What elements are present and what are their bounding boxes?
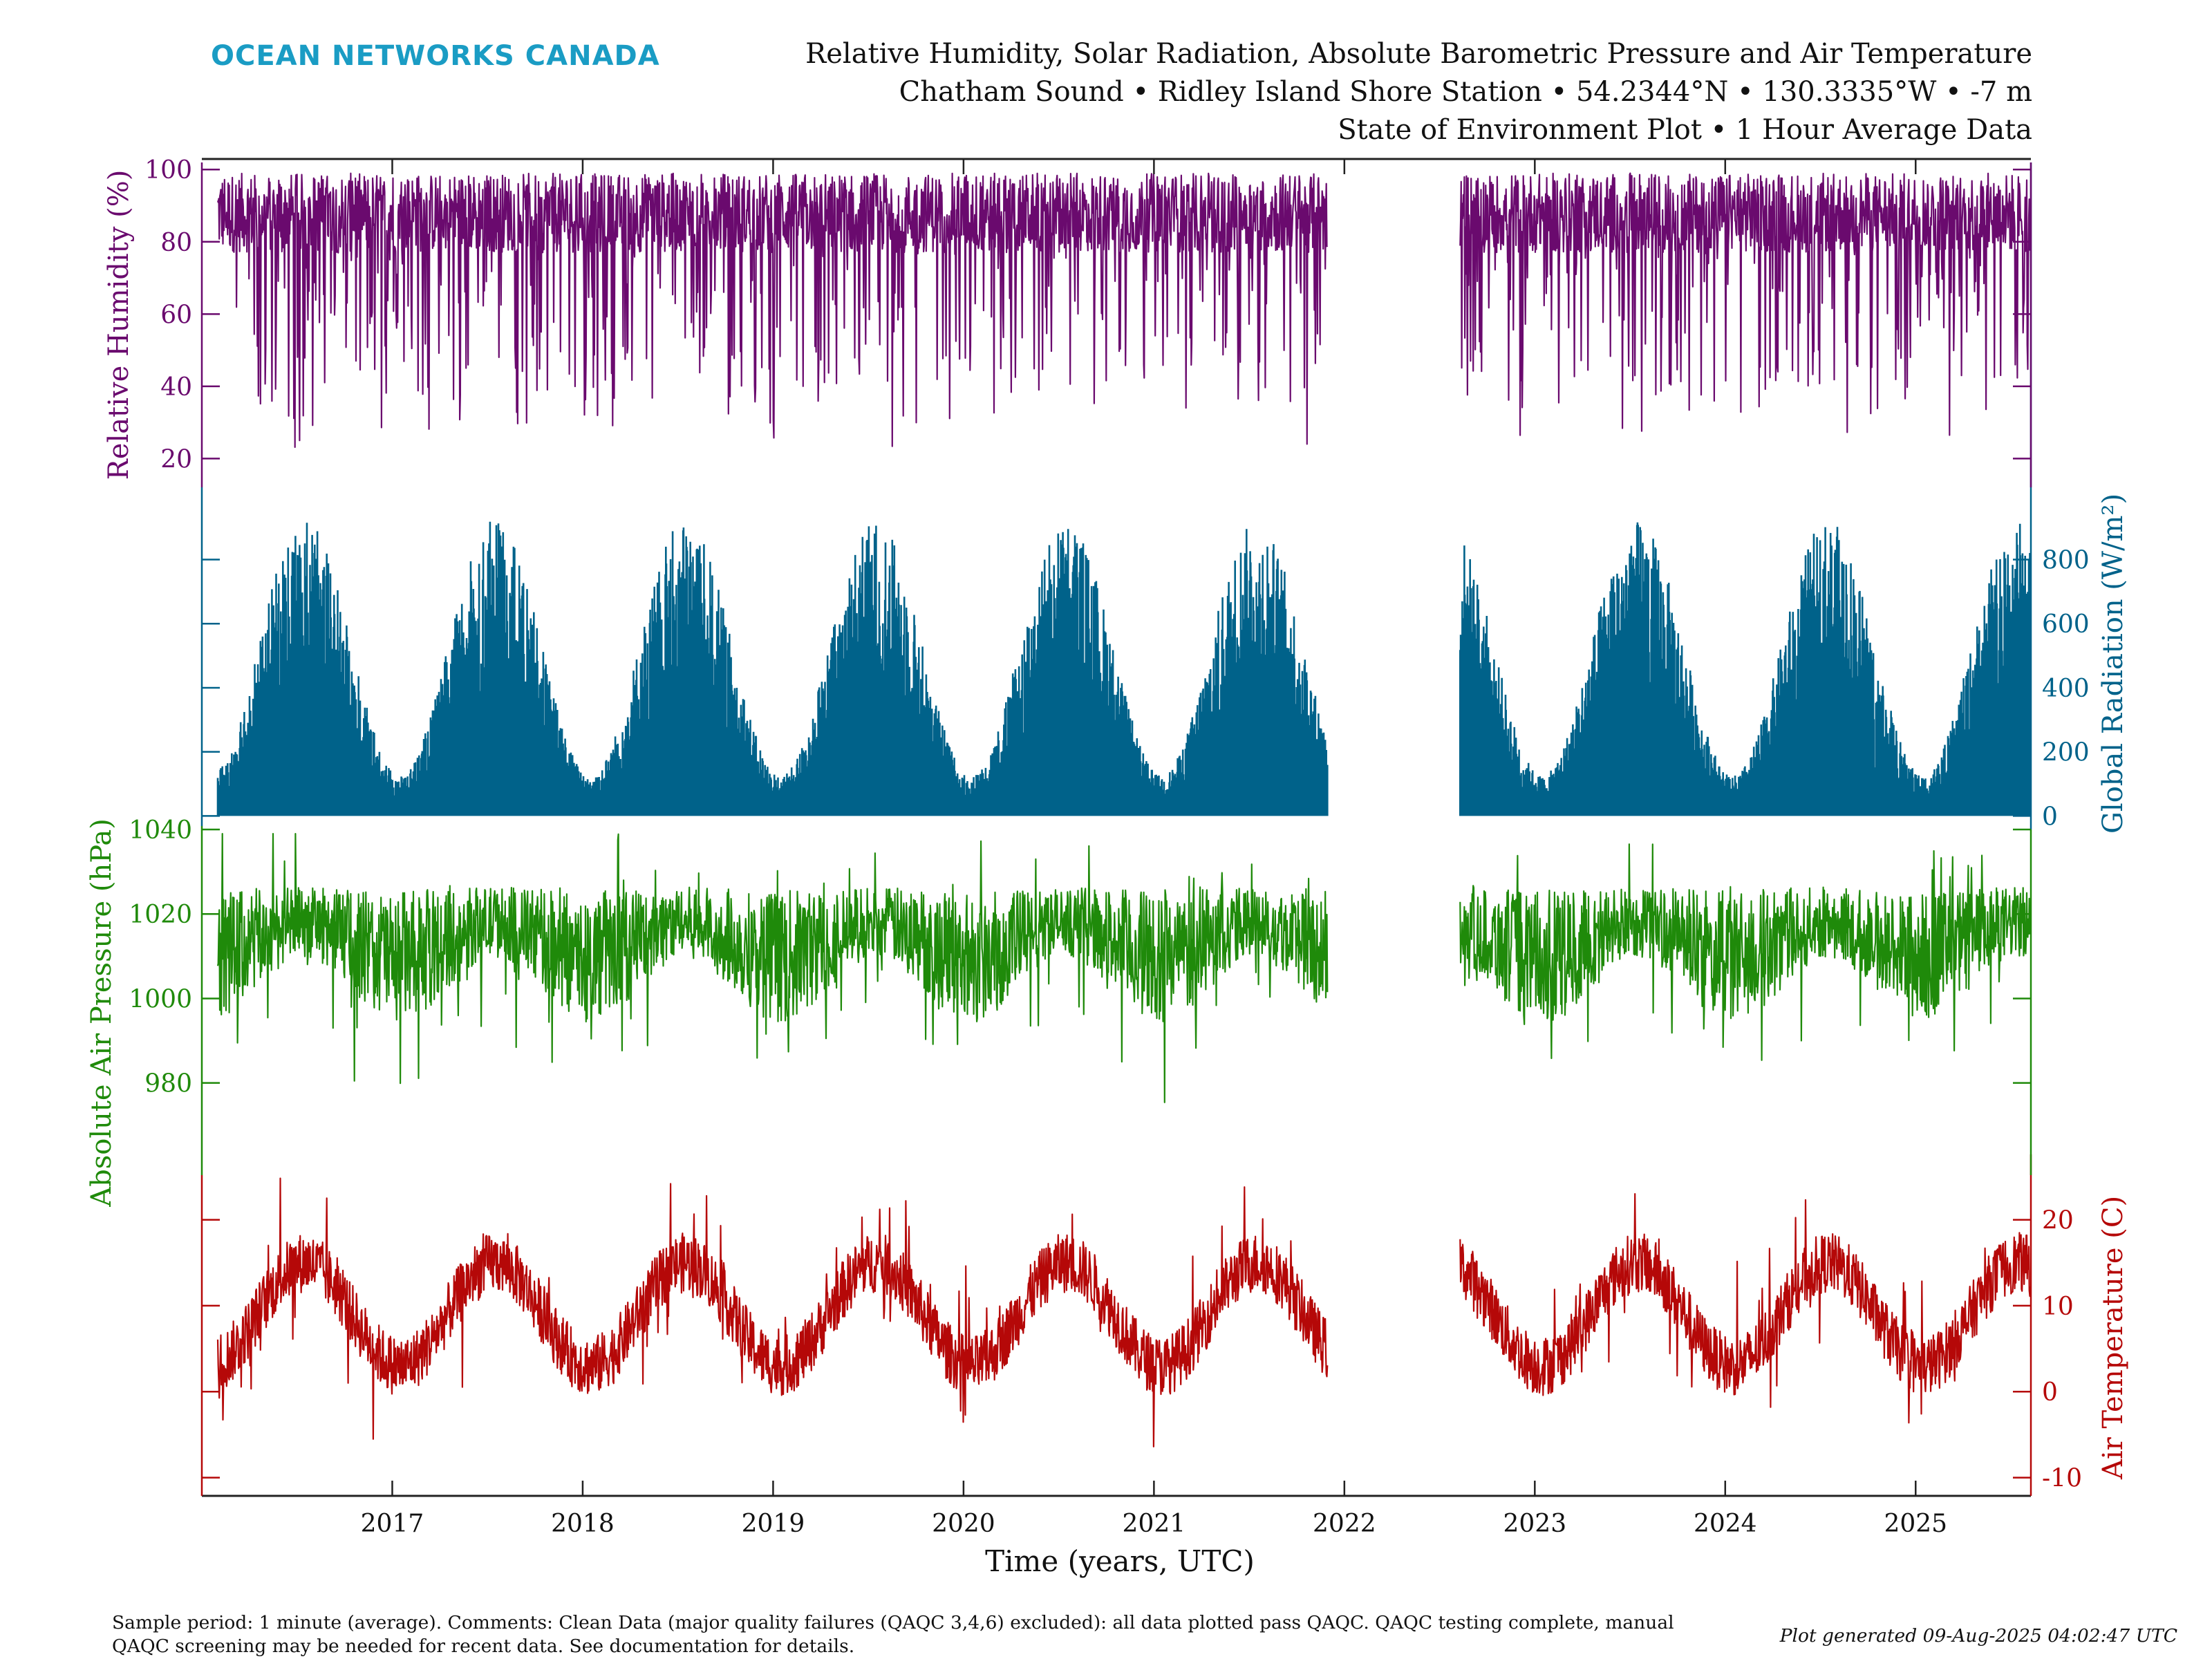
humidity-series: [216, 172, 2032, 449]
pressure-tick-label: 1020: [129, 901, 192, 929]
temperature-axis-label: Air Temperature (C): [2097, 1196, 2129, 1480]
chart-title: Relative Humidity, Solar Radiation, Abso…: [805, 38, 2032, 70]
x-tick-label: 2022: [1313, 1510, 1376, 1538]
humidity-tick-label: 60: [160, 301, 192, 329]
radiation-bars-segment-2: [1459, 522, 2032, 816]
radiation-tick-label: 400: [2042, 675, 2090, 703]
radiation-tick-label: 800: [2042, 547, 2090, 575]
pressure-tick-label: 1000: [129, 985, 192, 1013]
pressure-line-segment-1: [216, 832, 1329, 1103]
x-tick-label: 2021: [1123, 1510, 1186, 1538]
x-tick-label: 2018: [551, 1510, 615, 1538]
radiation-series: [216, 521, 2032, 816]
humidity-tick-label: 80: [160, 229, 192, 257]
humidity-line-segment-1: [216, 172, 1329, 449]
chart-subtitle-type: State of Environment Plot • 1 Hour Avera…: [1338, 114, 2032, 146]
x-tick-label: 2025: [1884, 1510, 1947, 1538]
plot-frame: [202, 158, 2031, 1497]
logo: OCEAN NETWORKS CANADA: [211, 40, 660, 72]
temperature-tick-label: 20: [2042, 1207, 2074, 1235]
pressure-tick-label: 980: [144, 1070, 192, 1098]
x-tick-label: 2023: [1503, 1510, 1567, 1538]
radiation-axis-label: Global Radiation (W/m²): [2097, 494, 2129, 834]
pressure-tick-label: 1040: [129, 816, 192, 845]
x-tick-label: 2017: [361, 1510, 424, 1538]
pressure-series: [216, 832, 2032, 1103]
axes: 204060801000200400600800980100010201040-…: [129, 156, 2089, 1538]
humidity-tick-label: 20: [160, 445, 192, 474]
humidity-axis-label: Relative Humidity (%): [103, 170, 135, 480]
temperature-line-segment-2: [1459, 1192, 2032, 1424]
pressure-axis-label: Absolute Air Pressure (hPa): [86, 818, 118, 1208]
temperature-tick-label: 0: [2042, 1378, 2058, 1407]
temperature-line-segment-1: [216, 1177, 1329, 1447]
footer-note-line1: Sample period: 1 minute (average). Comme…: [112, 1612, 1674, 1633]
plot-generated-timestamp: Plot generated 09-Aug-2025 04:02:47 UTC: [1779, 1625, 2177, 1647]
x-axis-label: Time (years, UTC): [985, 1544, 1255, 1578]
pressure-line-segment-2: [1459, 843, 2032, 1061]
humidity-tick-label: 40: [160, 373, 192, 402]
radiation-tick-label: 200: [2042, 739, 2090, 767]
temperature-tick-label: -10: [2042, 1465, 2082, 1493]
radiation-tick-label: 0: [2042, 803, 2058, 831]
x-tick-label: 2024: [1694, 1510, 1757, 1538]
temperature-series: [216, 1177, 2032, 1447]
humidity-line-segment-2: [1459, 172, 2032, 436]
x-tick-label: 2020: [932, 1510, 995, 1538]
humidity-tick-label: 100: [144, 156, 192, 185]
radiation-bars-segment-1: [216, 521, 1329, 816]
temperature-tick-label: 10: [2042, 1293, 2074, 1321]
footer-note-line2: QAQC screening may be needed for recent …: [112, 1635, 854, 1657]
x-tick-label: 2019: [742, 1510, 805, 1538]
radiation-tick-label: 600: [2042, 610, 2090, 639]
chart-subtitle-location: Chatham Sound • Ridley Island Shore Stat…: [899, 76, 2032, 108]
